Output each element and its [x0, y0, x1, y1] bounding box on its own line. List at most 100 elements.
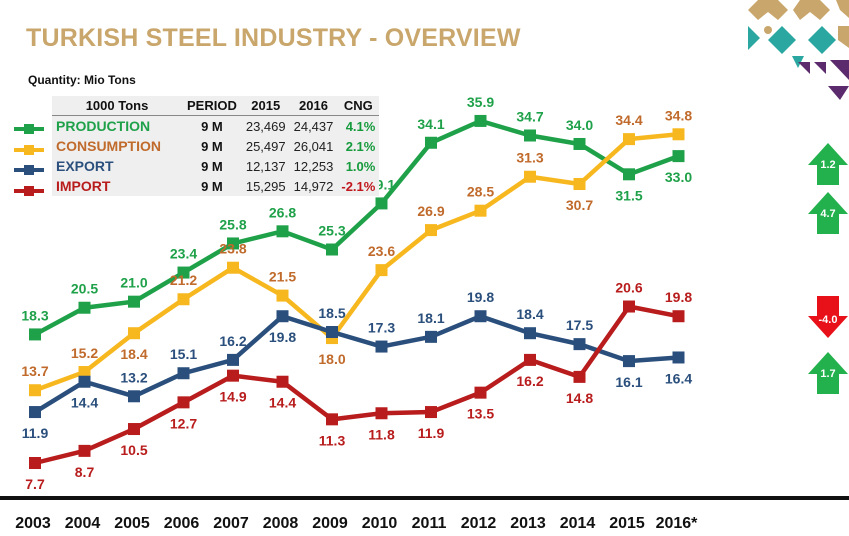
- data-point-consumption: [29, 384, 41, 396]
- data-label-consumption: 34.4: [615, 112, 642, 128]
- data-label-consumption: 31.3: [516, 150, 543, 166]
- x-tick-label: 2007: [213, 515, 249, 532]
- period-cell: 9 M: [182, 156, 242, 176]
- data-label-export: 11.9: [22, 425, 49, 441]
- x-tick-label: 2004: [65, 515, 101, 532]
- period-cell: 9 M: [182, 136, 242, 156]
- x-tick-label: 2006: [164, 515, 200, 532]
- table-row: EXPORT 9 M 12,137 12,253 1.0%: [52, 156, 379, 176]
- data-label-consumption: 23.6: [368, 243, 395, 259]
- period-cell: 9 M: [182, 116, 242, 137]
- table-header: PERIOD: [182, 96, 242, 116]
- value-2015-cell: 15,295: [242, 176, 290, 196]
- data-point-production: [128, 296, 140, 308]
- data-point-import: [673, 310, 685, 322]
- data-label-import: 10.5: [120, 442, 147, 458]
- ornament-logo-icon: [748, 0, 849, 100]
- data-point-export: [574, 338, 586, 350]
- data-point-import: [574, 371, 586, 383]
- data-label-consumption: 30.7: [566, 197, 593, 213]
- data-label-import: 11.9: [418, 425, 445, 441]
- value-2015-cell: 25,497: [242, 136, 290, 156]
- x-tick-label: 2003: [15, 515, 51, 532]
- change-cell: 2.1%: [337, 136, 379, 156]
- data-point-production: [425, 137, 437, 149]
- data-label-production: 31.5: [615, 187, 642, 203]
- data-label-production: 26.8: [269, 204, 296, 220]
- data-point-consumption: [623, 133, 635, 145]
- change-cell: -2.1%: [337, 176, 379, 196]
- change-cell: 1.0%: [337, 156, 379, 176]
- data-label-consumption: 13.7: [21, 363, 48, 379]
- change-arrow-value: 1.7: [820, 368, 835, 380]
- data-point-production: [673, 150, 685, 162]
- data-point-consumption: [128, 327, 140, 339]
- data-point-production: [376, 197, 388, 209]
- data-label-production: 21.0: [120, 275, 147, 291]
- data-point-production: [475, 115, 487, 127]
- data-point-export: [425, 331, 437, 343]
- data-label-consumption: 15.2: [71, 345, 98, 361]
- data-point-production: [524, 129, 536, 141]
- value-2015-cell: 12,137: [242, 156, 290, 176]
- table-row: PRODUCTION 9 M 23,469 24,437 4.1%: [52, 116, 379, 137]
- data-label-import: 19.8: [665, 289, 692, 305]
- series-name: EXPORT: [52, 156, 182, 176]
- data-point-consumption: [425, 224, 437, 236]
- data-point-export: [227, 354, 239, 366]
- legend-swatch-import: [14, 186, 44, 196]
- data-label-export: 19.8: [269, 329, 296, 345]
- data-point-consumption: [227, 262, 239, 274]
- data-point-production: [574, 138, 586, 150]
- table-header: 2016: [290, 96, 338, 116]
- data-point-import: [178, 396, 190, 408]
- data-label-production: 34.7: [516, 108, 543, 124]
- data-point-export: [29, 406, 41, 418]
- data-point-export: [623, 355, 635, 367]
- table-header: CNG: [337, 96, 379, 116]
- x-tick-label: 2009: [312, 515, 348, 532]
- table-row: IMPORT 9 M 15,295 14,972 -2.1%: [52, 176, 379, 196]
- data-label-consumption: 26.9: [417, 203, 444, 219]
- series-name: IMPORT: [52, 176, 182, 196]
- data-point-export: [128, 390, 140, 402]
- axis-separator: [0, 496, 849, 500]
- data-label-import: 7.7: [25, 476, 45, 492]
- data-label-import: 13.5: [467, 406, 494, 422]
- change-arrow-value: -4.0: [819, 314, 838, 326]
- data-label-import: 16.2: [516, 373, 543, 389]
- data-label-consumption: 28.5: [467, 184, 494, 200]
- value-2016-cell: 26,041: [290, 136, 338, 156]
- data-point-consumption: [574, 178, 586, 190]
- series-name: CONSUMPTION: [52, 136, 182, 156]
- data-point-consumption: [376, 264, 388, 276]
- data-point-production: [277, 225, 289, 237]
- data-point-import: [79, 445, 91, 457]
- data-label-production: 23.4: [170, 246, 197, 262]
- x-tick-label: 2014: [560, 515, 596, 532]
- data-point-consumption: [524, 171, 536, 183]
- data-point-export: [524, 327, 536, 339]
- data-point-export: [475, 310, 487, 322]
- x-tick-label: 2016*: [656, 515, 699, 532]
- data-point-import: [425, 406, 437, 418]
- data-label-export: 17.5: [566, 317, 593, 333]
- data-label-production: 33.0: [665, 169, 692, 185]
- data-label-export: 13.2: [120, 369, 147, 385]
- table-header-row: 1000 Tons PERIOD 2015 2016 CNG: [52, 96, 379, 116]
- data-label-export: 17.3: [368, 320, 395, 336]
- data-label-production: 25.8: [219, 216, 246, 232]
- value-2016-cell: 12,253: [290, 156, 338, 176]
- data-label-import: 14.4: [269, 395, 296, 411]
- data-point-import: [623, 301, 635, 313]
- data-point-import: [277, 376, 289, 388]
- data-point-export: [673, 351, 685, 363]
- data-label-consumption: 21.5: [269, 269, 296, 285]
- x-tick-label: 2010: [362, 515, 398, 532]
- data-label-export: 15.1: [170, 346, 197, 362]
- data-point-consumption: [673, 128, 685, 140]
- data-label-import: 12.7: [170, 415, 197, 431]
- data-label-export: 14.4: [71, 395, 98, 411]
- data-label-consumption: 18.4: [120, 346, 147, 362]
- data-label-import: 20.6: [615, 280, 642, 296]
